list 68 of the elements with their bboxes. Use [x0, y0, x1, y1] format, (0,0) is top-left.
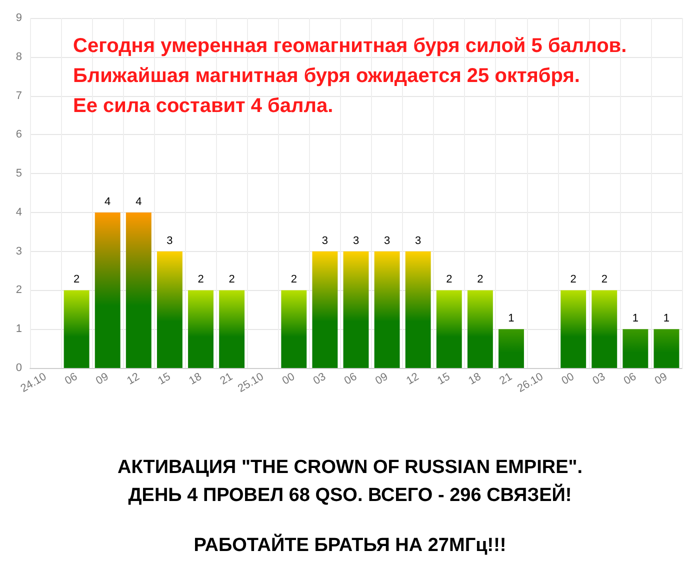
- data-label: 4: [104, 196, 111, 208]
- bar: [498, 329, 524, 368]
- y-tick-label: 1: [16, 323, 22, 336]
- y-tick-label: 5: [16, 168, 22, 180]
- y-tick-label: 6: [16, 128, 22, 141]
- x-tick-label: 18: [466, 370, 484, 388]
- data-label: 2: [198, 274, 204, 286]
- x-tick-label: 09: [373, 370, 390, 388]
- data-label: 3: [166, 234, 173, 247]
- data-label: 3: [384, 234, 390, 247]
- bar: [94, 212, 120, 368]
- bar: [188, 290, 214, 368]
- y-tick-label: 4: [16, 206, 22, 218]
- text: Сегодня умеренная геомагнитная буря силой 5 баллов. Ближайшая магнитная буря ожидается 25 октября. Ее сила составит 4 балла.: [73, 35, 627, 117]
- data-label: 2: [446, 274, 452, 286]
- x-tick-label: 03: [590, 370, 608, 388]
- bar: [467, 290, 493, 368]
- x-tick-label: 03: [311, 370, 328, 388]
- data-label: 2: [290, 274, 297, 286]
- bar: [436, 290, 462, 368]
- bar: [622, 329, 648, 368]
- text: РАБОТАЙТЕ БРАТЬЯ НА 27МГц!!!: [194, 533, 506, 556]
- x-tick-label: 00: [280, 370, 297, 388]
- data-label: 2: [477, 274, 484, 286]
- x-tick-label: 18: [187, 370, 204, 388]
- data-label: 1: [632, 312, 638, 325]
- data-label: 4: [136, 196, 142, 208]
- bar: [654, 329, 680, 368]
- x-tick-label: 12: [404, 370, 422, 388]
- bar: [281, 290, 307, 368]
- data-label: 2: [570, 274, 576, 286]
- x-tick-label: 21: [498, 370, 514, 388]
- data-label: 3: [415, 234, 422, 247]
- text: АКТИВАЦИЯ "THE CROWN OF RUSSIAN EMPIRE".: [117, 457, 583, 478]
- bar: [312, 251, 338, 368]
- x-tick-label: 00: [560, 370, 576, 388]
- y-tick-label: 0: [16, 362, 22, 374]
- x-tick-label: 06: [62, 370, 80, 388]
- bar: [219, 290, 245, 368]
- x-tick-label: 06: [622, 370, 638, 388]
- data-label: 3: [322, 234, 328, 247]
- text: ДЕНЬ 4 ПРОВЕЛ 68 QSO. ВСЕГО - 296 СВЯЗЕЙ!: [128, 483, 572, 506]
- bar: [126, 212, 152, 368]
- x-tick-label: 15: [156, 370, 173, 388]
- x-tick-label: 15: [436, 370, 452, 388]
- y-tick-label: 7: [16, 90, 22, 102]
- x-tick-label: 06: [342, 370, 359, 388]
- y-tick-label: 9: [16, 12, 22, 24]
- x-tick-label: 09: [652, 370, 670, 388]
- y-tick-label: 8: [16, 50, 22, 63]
- bar: [64, 290, 90, 368]
- x-tick-label: 21: [218, 370, 235, 388]
- data-label: 3: [352, 234, 360, 247]
- bar: [374, 251, 400, 368]
- data-label: 2: [228, 274, 235, 286]
- data-label: 1: [663, 312, 670, 325]
- bar: [156, 251, 182, 368]
- bar: [405, 251, 431, 368]
- x-tick-label: 12: [125, 370, 142, 388]
- data-label: 2: [74, 274, 80, 286]
- bar: [343, 251, 369, 368]
- y-tick-label: 2: [16, 284, 22, 296]
- y-tick-label: 3: [16, 245, 22, 258]
- bar: [592, 290, 618, 368]
- data-label: 1: [508, 312, 514, 325]
- x-tick-label: 09: [94, 370, 111, 388]
- data-label: 2: [601, 274, 608, 286]
- bar: [560, 290, 586, 368]
